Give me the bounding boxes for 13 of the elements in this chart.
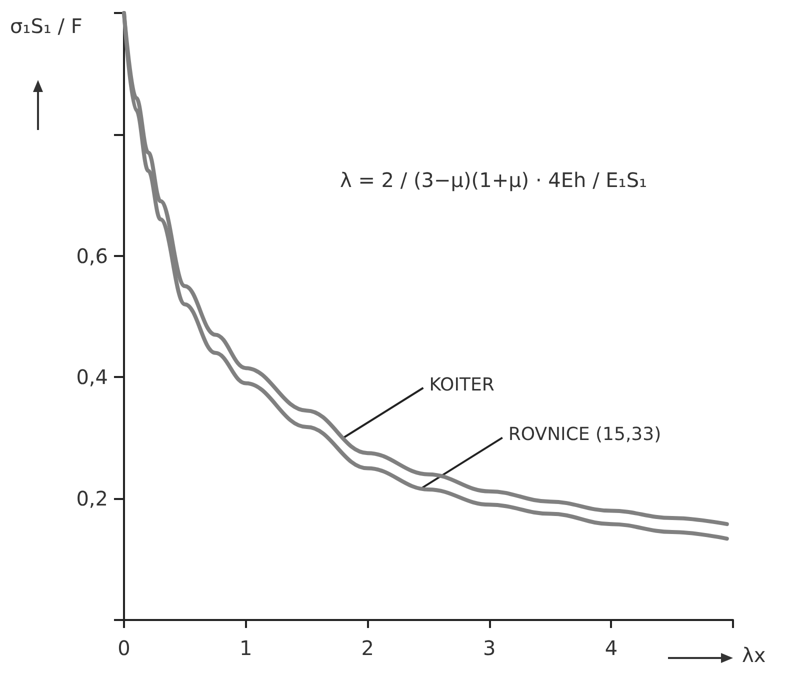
- x-tick-label: 1: [239, 636, 252, 660]
- annotation: ROVNICE (15,33): [508, 424, 662, 446]
- x-tick-label: 3: [483, 636, 496, 660]
- annotation: KOITER: [429, 374, 494, 396]
- y-tick-label: 0,6: [76, 244, 108, 268]
- annotation: λ = 2 / (3−μ)(1+μ) · 4Eh / E₁S₁: [340, 168, 648, 192]
- y-tick-label: 0,2: [76, 486, 108, 511]
- x-tick-label: 0: [118, 636, 130, 660]
- x-axis-title: λx: [742, 643, 766, 667]
- y-axis-title: σ₁S₁ / F: [10, 14, 82, 38]
- y-tick-label: 0,4: [76, 365, 108, 390]
- x-tick-label: 4: [604, 636, 618, 660]
- x-tick-label: 2: [361, 636, 374, 660]
